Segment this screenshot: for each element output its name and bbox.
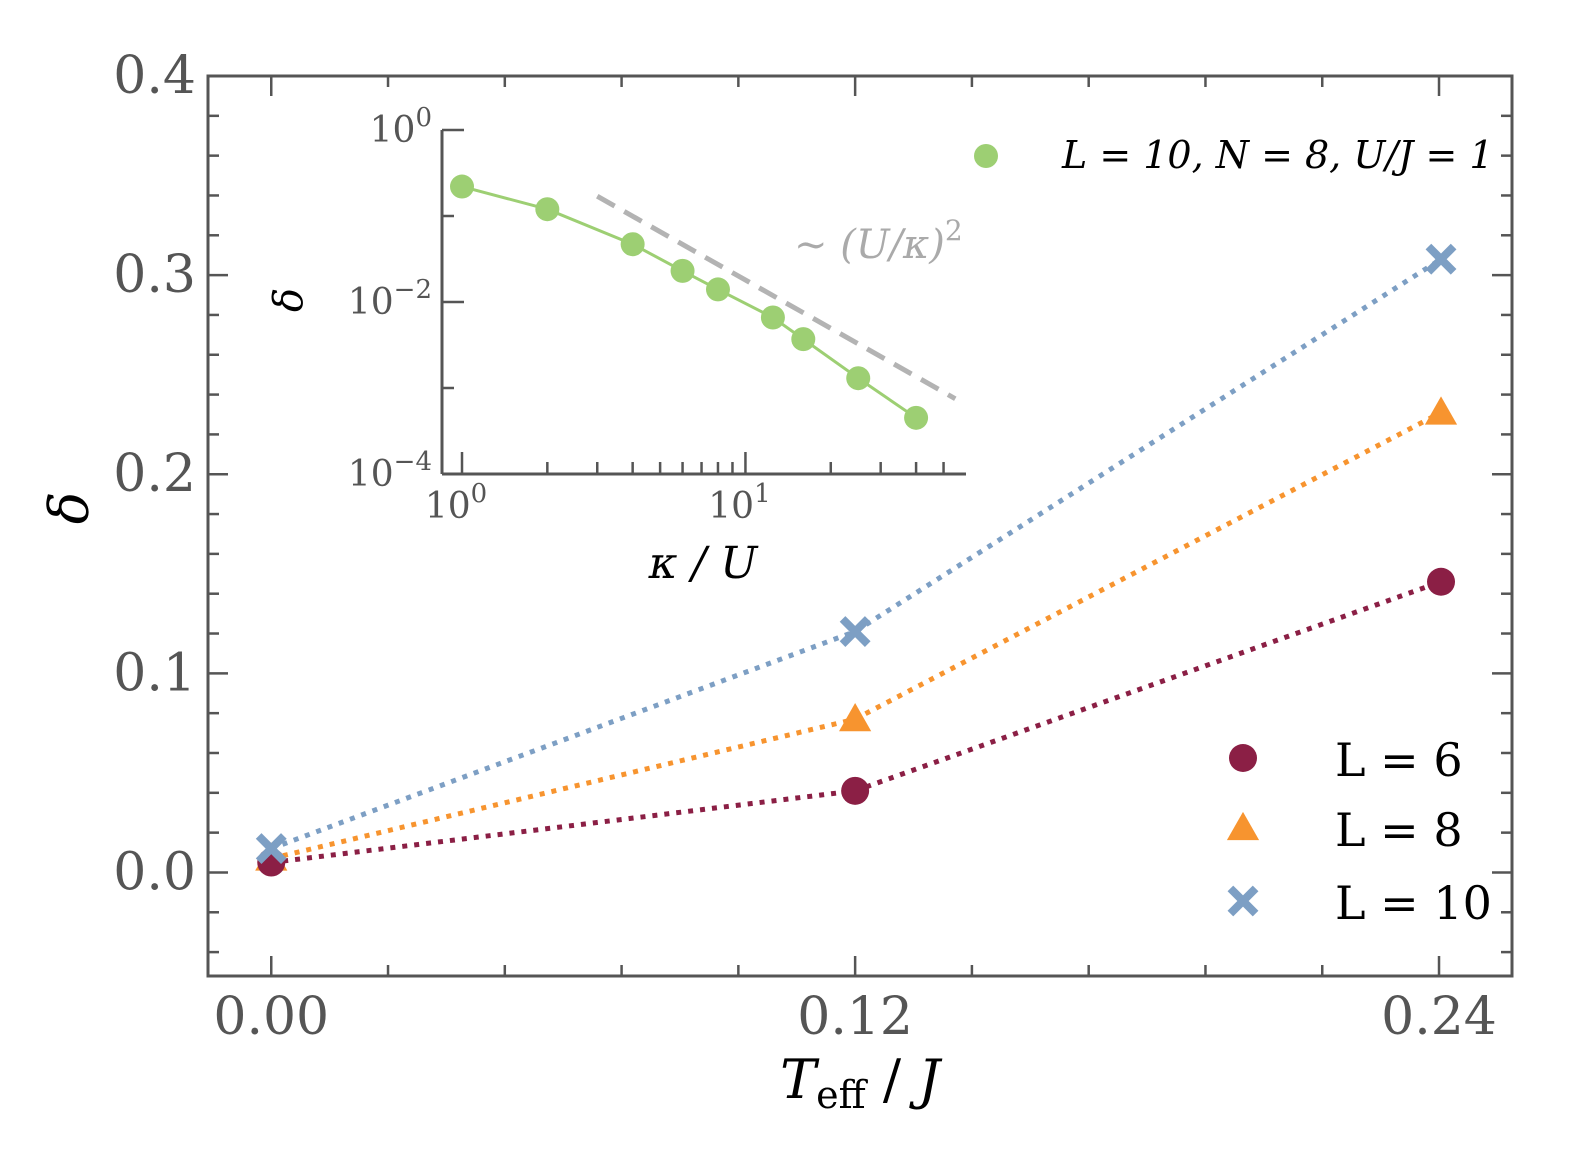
y-tick-label: 0.0	[113, 842, 196, 902]
data-point	[1425, 243, 1457, 275]
inset-y-tick-label: 100	[370, 103, 432, 151]
main-plot-frame	[206, 74, 1514, 978]
inset-data-point	[791, 327, 816, 352]
data-point	[1427, 567, 1456, 596]
x-tick-label: 0.24	[1381, 987, 1497, 1047]
data-point	[839, 616, 871, 647]
series-line-2	[270, 257, 1443, 851]
inset-data-point	[620, 232, 645, 257]
legend-label: L = 6	[1335, 733, 1463, 787]
y-tick-label: 0.4	[113, 46, 196, 106]
inset-series	[450, 174, 957, 430]
inset-x-tick-label: 100	[425, 479, 487, 527]
power-law-annotation: ∼ (U/κ)2	[794, 214, 963, 268]
inset-y-tick-label: 10−2	[348, 275, 432, 323]
data-point	[841, 776, 870, 805]
legend-marker-stroke-2	[1227, 885, 1259, 917]
inset-data-point	[846, 366, 871, 391]
inset-data-point	[904, 405, 929, 430]
main-legend: L = 6 L = 8 L = 10	[1226, 733, 1492, 930]
main-ticks: 0.0 0.1 0.2 0.3 0.4 0.00 0.12 0.24	[113, 46, 1512, 1047]
inset-data-point	[535, 197, 560, 222]
y-axis-label: δ	[38, 492, 101, 525]
data-point-stroke-2	[255, 833, 287, 864]
inset-data-point	[670, 258, 695, 283]
inset-legend-label: L = 10, N = 8, U/J = 1	[1061, 133, 1494, 177]
inset-legend-marker	[974, 144, 998, 168]
inset-y-tick-label: 10−4	[348, 447, 432, 495]
inset-x-tick-label: 101	[708, 479, 770, 527]
legend-marker	[1226, 811, 1260, 841]
legend-marker	[1227, 885, 1259, 917]
data-point-stroke-2	[839, 616, 871, 647]
x-tick-label: 0.00	[213, 987, 329, 1047]
data-point	[839, 703, 872, 732]
x-tick-label: 0.12	[797, 987, 913, 1047]
y-tick-label: 0.3	[113, 245, 196, 305]
data-point	[1424, 396, 1458, 425]
y-tick-label: 0.1	[113, 643, 196, 703]
inset-legend: L = 10, N = 8, U/J = 1	[974, 133, 1494, 177]
inset-data-point	[450, 174, 475, 199]
inset-x-axis-label: κ / U	[648, 538, 760, 589]
data-point	[255, 833, 287, 864]
legend-marker	[1229, 744, 1257, 772]
y-tick-label: 0.2	[113, 444, 196, 504]
inset-guide-line	[596, 194, 957, 401]
legend-label: L = 8	[1335, 803, 1463, 857]
x-axis-label: Teff / J	[780, 1048, 943, 1117]
data-point-stroke-2	[1425, 243, 1457, 275]
legend-label: L = 10	[1335, 876, 1492, 930]
inset-data-point	[705, 277, 730, 302]
main-series-markers	[255, 243, 1458, 877]
inset-data-point	[760, 305, 785, 330]
inset-y-axis-label: δ	[266, 288, 312, 312]
